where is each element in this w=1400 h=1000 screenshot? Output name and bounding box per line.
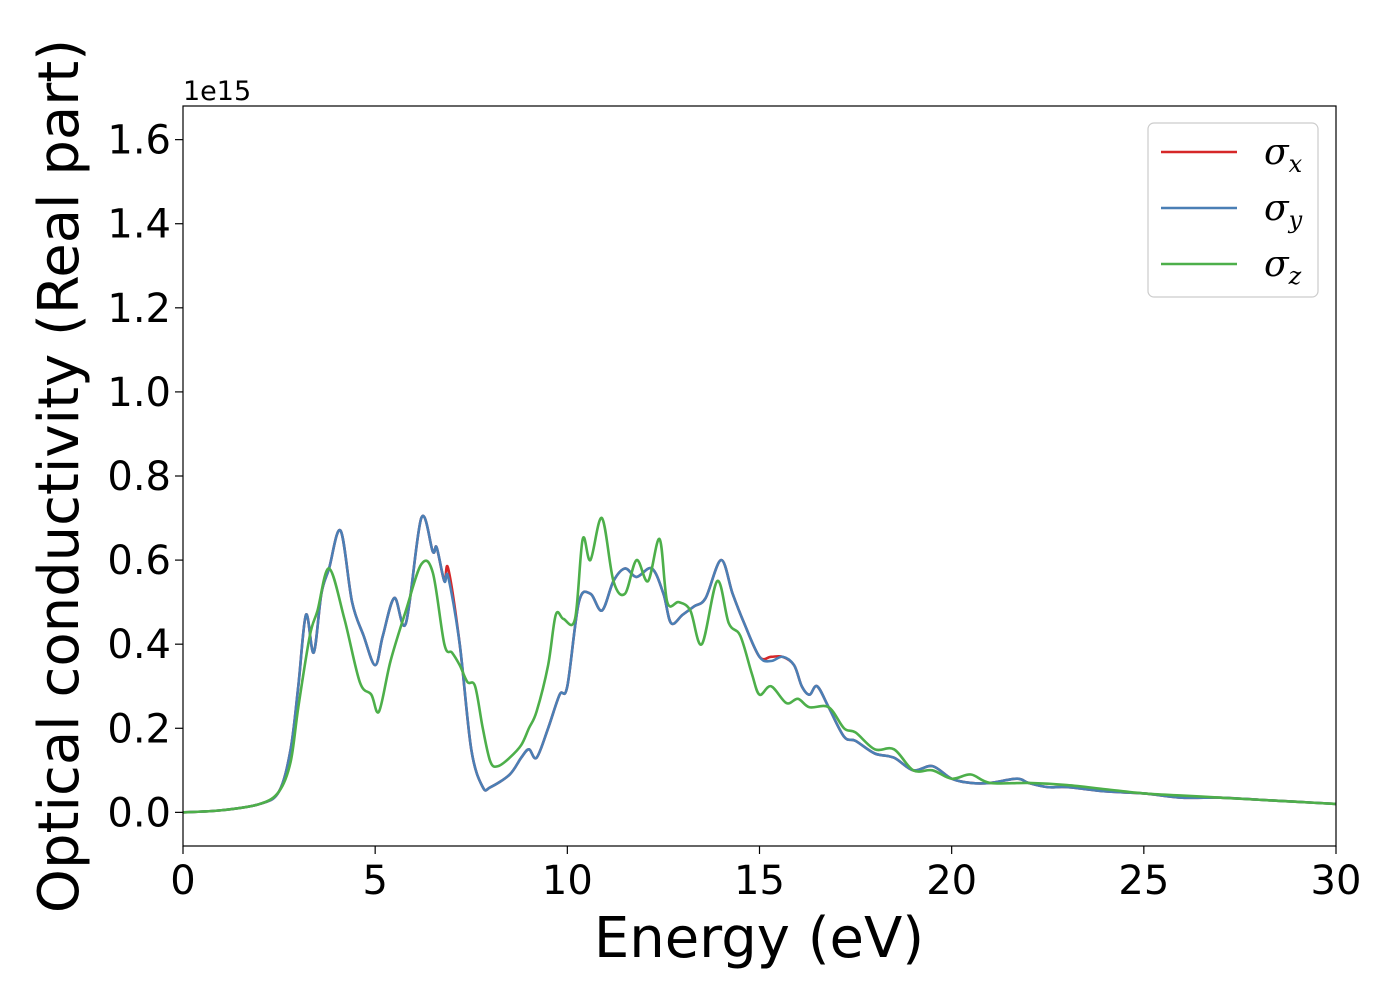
y-tick-label: 0.6 xyxy=(107,538,171,584)
x-tick-label: 5 xyxy=(362,858,387,904)
y-tick-label: 1.4 xyxy=(107,202,171,248)
x-tick-label: 30 xyxy=(1311,858,1362,904)
x-axis-ticks: 0 5 10 15 20 25 30 xyxy=(170,846,1361,904)
x-tick-label: 20 xyxy=(926,858,977,904)
x-tick-label: 10 xyxy=(542,858,593,904)
legend-label-x: σx xyxy=(1264,132,1303,178)
legend-box xyxy=(1147,122,1319,298)
x-tick-label: 15 xyxy=(734,858,785,904)
series-line-y xyxy=(183,514,1336,814)
y-tick-label: 0.8 xyxy=(107,454,171,500)
y-tick-label: 0.2 xyxy=(107,706,171,752)
y-tick-label: 0.0 xyxy=(107,790,171,836)
y-tick-label: 0.4 xyxy=(107,622,171,668)
series-line-z xyxy=(183,516,1336,814)
y-axis-title: Optical conductivity (Real part) xyxy=(27,39,92,913)
y-tick-label: 1.6 xyxy=(107,118,171,164)
y-offset-text: 1e15 xyxy=(183,76,251,107)
x-tick-label: 0 xyxy=(170,858,195,904)
series-layer xyxy=(183,514,1336,814)
y-tick-label: 1.0 xyxy=(107,370,171,416)
y-axis-ticks: 0.0 0.2 0.4 0.6 0.8 1.0 1.2 1.4 1.6 xyxy=(107,118,183,836)
x-tick-label: 25 xyxy=(1118,858,1169,904)
y-tick-label: 1.2 xyxy=(107,286,171,332)
x-axis-title: Energy (eV) xyxy=(594,906,924,971)
